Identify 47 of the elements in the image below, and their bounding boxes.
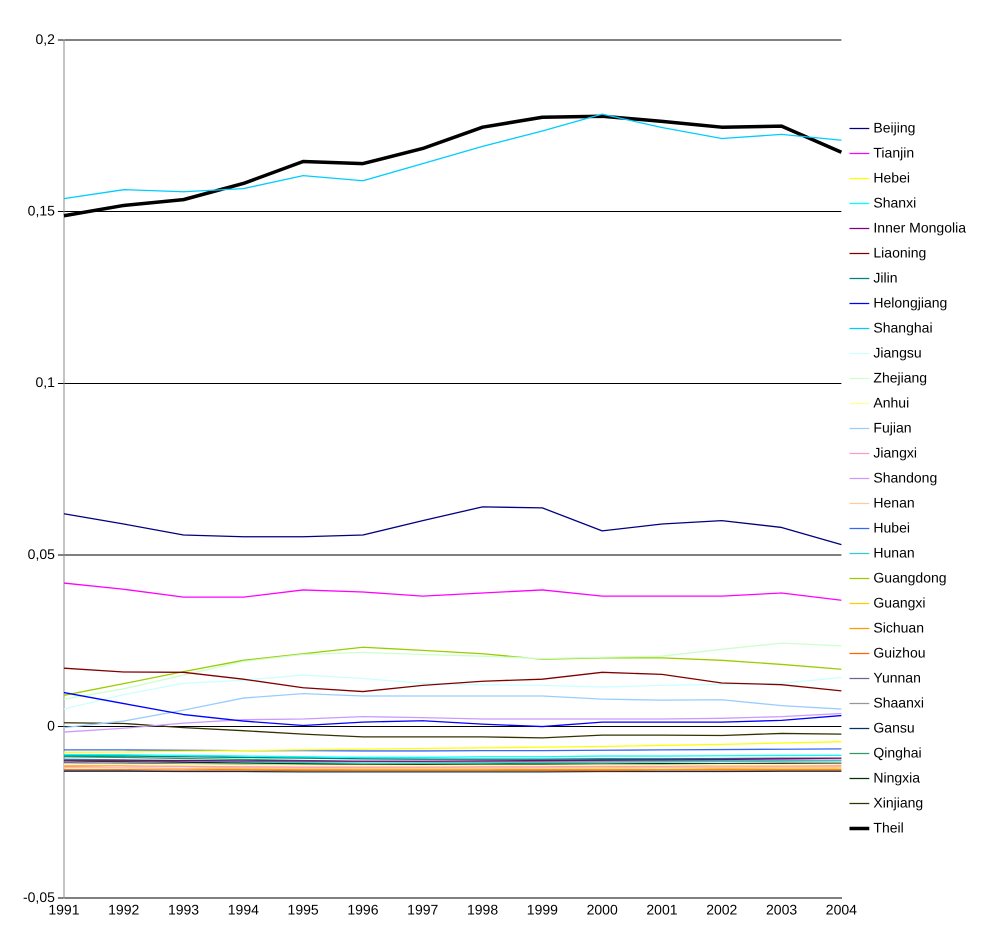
- legend-label: Hebei: [873, 169, 910, 186]
- legend-label: Jilin: [873, 269, 898, 286]
- y-tick-label: 0,15: [28, 202, 56, 218]
- x-tick-label: 2001: [646, 901, 678, 918]
- y-tick-label: 0,05: [28, 546, 56, 562]
- legend-label: Gansu: [873, 719, 915, 736]
- legend-label: Tianjin: [873, 144, 914, 160]
- legend-label: Henan: [873, 494, 915, 510]
- legend-label: Fujian: [873, 419, 912, 436]
- legend-label: Hunan: [873, 544, 915, 560]
- legend-label: Anhui: [873, 394, 910, 410]
- legend-label: Jiangxi: [873, 444, 917, 460]
- legend-label: Xinjiang: [873, 794, 924, 810]
- legend-label: Shanxi: [873, 194, 916, 210]
- legend-label: Inner Mongolia: [873, 219, 966, 236]
- x-tick-label: 2003: [766, 901, 798, 918]
- x-tick-label: 1998: [466, 901, 498, 918]
- legend-label: Shanghai: [873, 319, 933, 336]
- x-tick-label: 2004: [826, 901, 858, 918]
- legend-label: Ningxia: [873, 769, 920, 786]
- x-tick-label: 2000: [586, 901, 618, 918]
- x-tick-label: 1994: [228, 901, 260, 918]
- y-tick-label: 0,2: [35, 30, 56, 47]
- legend-label: Yunnan: [873, 669, 921, 686]
- legend-label: Shaanxi: [873, 694, 924, 710]
- legend-label: Qinghai: [873, 744, 922, 760]
- legend-label: Guangxi: [873, 594, 926, 610]
- legend-label: Guizhou: [873, 644, 926, 660]
- y-tick-label: 0: [47, 717, 56, 734]
- x-tick-label: 1995: [288, 901, 319, 918]
- legend-label: Hubei: [873, 519, 910, 536]
- legend-label: Theil: [873, 819, 904, 836]
- x-tick-label: 1997: [407, 901, 439, 918]
- x-tick-label: 2002: [706, 901, 738, 918]
- legend-label: Guangdong: [873, 569, 947, 586]
- legend-label: Jiangsu: [873, 344, 922, 360]
- y-tick-label: 0,1: [35, 374, 56, 390]
- legend-label: Helongjiang: [873, 294, 948, 310]
- x-tick-label: 1996: [347, 901, 379, 918]
- legend-label: Beijing: [873, 119, 916, 136]
- legend-label: Sichuan: [873, 619, 924, 636]
- legend-label: Liaoning: [873, 244, 926, 260]
- x-tick-label: 1999: [526, 901, 558, 918]
- legend-label: Zhejiang: [873, 369, 928, 386]
- legend-label: Shandong: [873, 469, 938, 486]
- x-tick-label: 1993: [168, 901, 200, 918]
- x-tick-label: 1992: [108, 901, 140, 918]
